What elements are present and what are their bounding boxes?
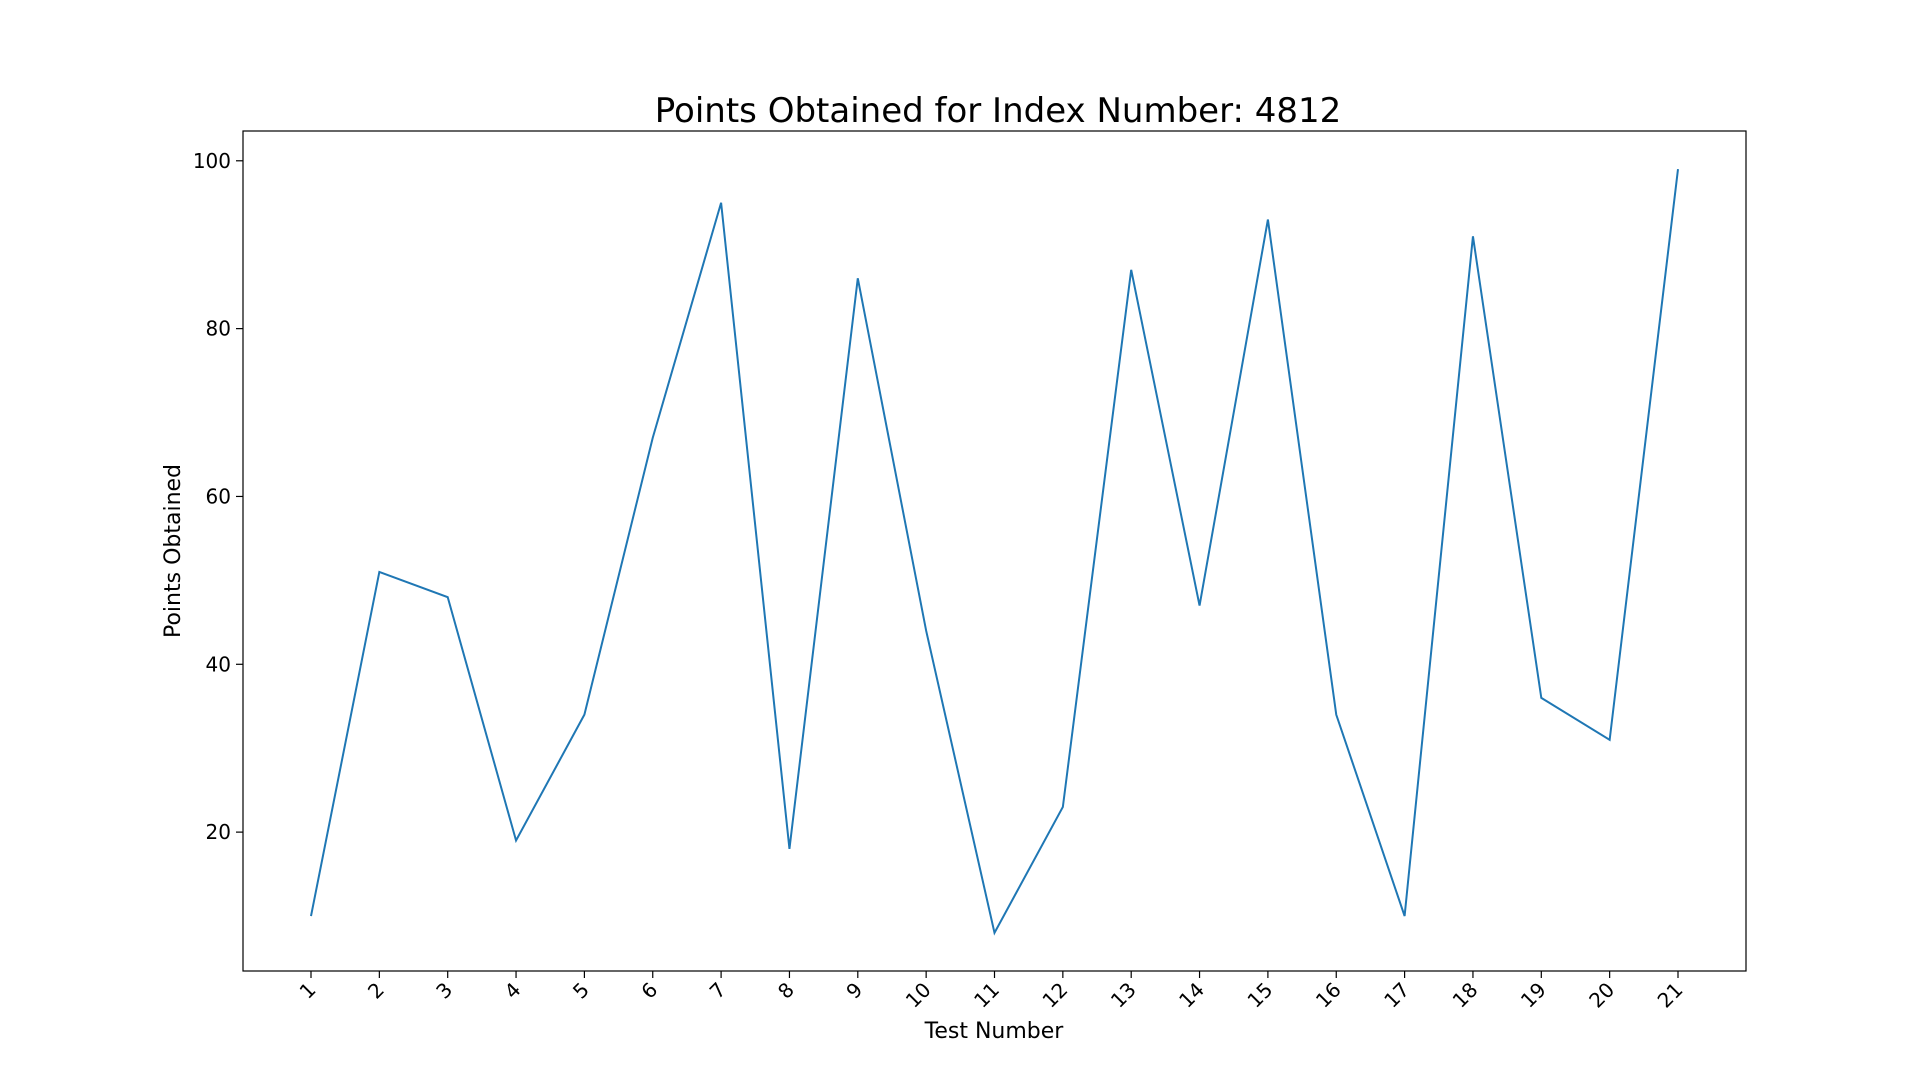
x-axis: 1 2 3 4 5 6 7 8 9 10 11 12 13 14 15 16 17 18 19 20 21 [295,971,1688,1013]
y-tick-label: 40 [206,652,231,676]
x-tick-label: 3 [431,978,457,1004]
y-axis-label: Points Obtained [161,464,186,638]
x-tick-label: 4 [500,978,526,1004]
x-tick-label: 20 [1584,978,1619,1013]
x-tick-label: 8 [773,978,799,1004]
x-tick-label: 2 [363,978,389,1004]
y-tick-label: 100 [193,149,231,173]
x-tick-label: 11 [969,978,1004,1013]
chart-title: Points Obtained for Index Number: 4812 [655,91,1342,131]
series-layer [310,169,1679,936]
x-tick-label: 17 [1379,978,1414,1013]
y-axis: 20 40 60 80 100 [193,149,243,844]
x-tick-label: 7 [705,978,731,1004]
x-tick-label: 21 [1653,978,1688,1013]
y-tick-label: 20 [206,820,231,844]
x-tick-label: 14 [1174,978,1209,1013]
x-tick-label: 19 [1516,978,1551,1013]
y-tick-label: 60 [206,484,231,508]
series-line [310,169,1679,936]
x-axis-label: Test Number [924,1019,1065,1044]
x-tick-label: 1 [295,978,321,1004]
x-tick-label: 9 [841,978,867,1004]
x-tick-label: 5 [568,978,594,1004]
x-tick-label: 13 [1106,978,1141,1013]
x-tick-label: 18 [1448,978,1483,1013]
y-tick-label: 80 [206,317,231,341]
x-tick-label: 16 [1311,978,1346,1013]
x-tick-label: 12 [1037,978,1072,1013]
x-tick-label: 15 [1242,978,1277,1013]
x-tick-label: 10 [901,978,936,1013]
x-tick-label: 6 [636,978,662,1004]
